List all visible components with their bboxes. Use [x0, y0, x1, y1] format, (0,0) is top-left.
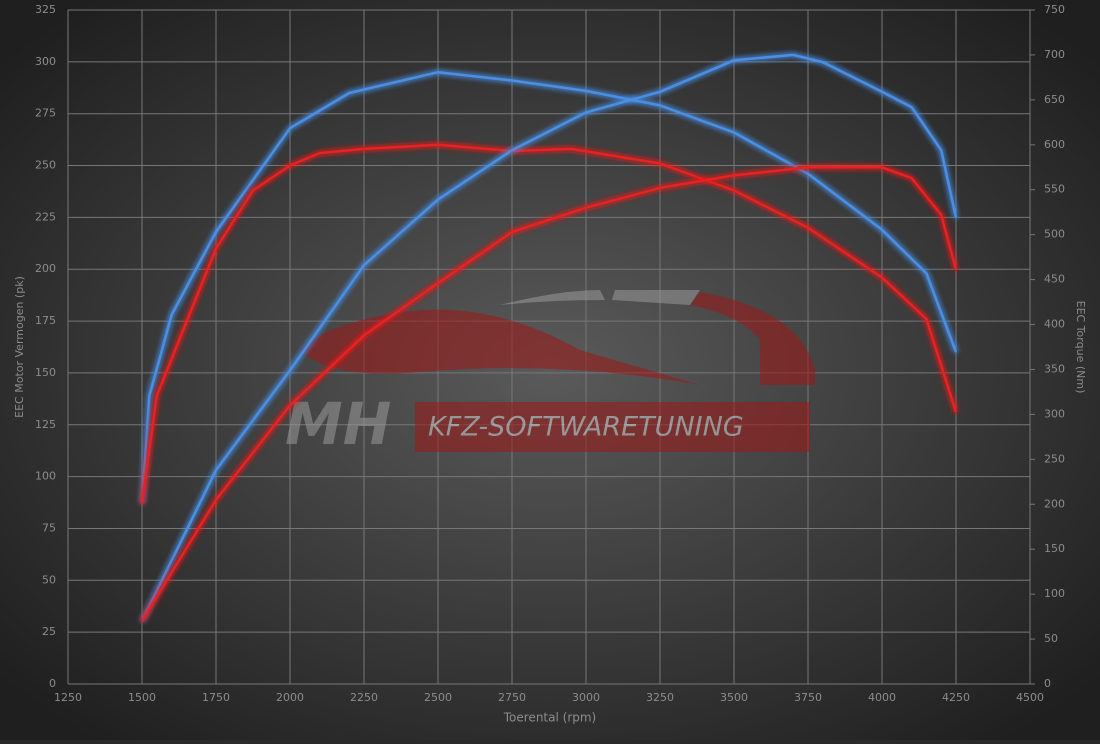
series-line [140, 70, 958, 504]
y2-tick-label: 550 [1044, 183, 1065, 196]
x-tick-label: 2750 [498, 691, 526, 704]
series-line [140, 143, 958, 504]
y-tick-label: 50 [42, 573, 56, 586]
x-tick-label: 4250 [942, 691, 970, 704]
x-tick-label: 2250 [350, 691, 378, 704]
y2-tick-label: 50 [1044, 632, 1058, 645]
y-tick-label: 0 [49, 677, 56, 690]
watermark-text: KFZ-SOFTWARETUNING [428, 412, 744, 443]
watermark-roof [500, 290, 700, 305]
y2-tick-label: 400 [1044, 318, 1065, 331]
y-tick-label: 100 [35, 470, 56, 483]
x-tick-label: 3000 [572, 691, 600, 704]
y-tick-label: 175 [35, 314, 56, 327]
series-line [140, 53, 958, 622]
y2-tick-label: 500 [1044, 228, 1065, 241]
watermark-band [415, 402, 810, 452]
y2-tick-label: 450 [1044, 273, 1065, 286]
y-tick-label: 250 [35, 159, 56, 172]
y-tick-label: 325 [35, 3, 56, 16]
y-tick-label: 75 [42, 521, 56, 534]
y2-tick-label: 200 [1044, 497, 1065, 510]
watermark-car [300, 309, 700, 385]
y2-tick-label: 650 [1044, 93, 1065, 106]
watermark: MH KFZ-SOFTWARETUNING [285, 290, 815, 458]
series-line [140, 166, 958, 622]
y2-tick-label: 250 [1044, 452, 1065, 465]
x-tick-label: 4500 [1016, 691, 1044, 704]
y2-tick-label: 100 [1044, 587, 1065, 600]
x-tick-label: 1750 [202, 691, 230, 704]
y2-tick-label: 350 [1044, 362, 1065, 375]
y-axis-label: EEC Motor Vermogen (pk) [13, 276, 26, 418]
y-tick-label: 225 [35, 210, 56, 223]
x-tick-label: 3500 [720, 691, 748, 704]
x-tick-label: 3750 [794, 691, 822, 704]
y2-tick-label: 0 [1044, 677, 1051, 690]
y-tick-label: 275 [35, 107, 56, 120]
y2-tick-label: 300 [1044, 407, 1065, 420]
y2-tick-label: 150 [1044, 542, 1065, 555]
y-tick-label: 25 [42, 625, 56, 638]
y2-tick-label: 750 [1044, 3, 1065, 16]
x-tick-label: 3250 [646, 691, 674, 704]
x-tick-label: 2000 [276, 691, 304, 704]
x-tick-label: 4000 [868, 691, 896, 704]
y-tick-label: 125 [35, 418, 56, 431]
y-tick-label: 300 [35, 55, 56, 68]
x-tick-label: 2500 [424, 691, 452, 704]
x-axis-label: Toerental (rpm) [503, 711, 596, 725]
y-tick-label: 150 [35, 366, 56, 379]
grid [67, 9, 1035, 685]
y2-tick-label: 600 [1044, 138, 1065, 151]
x-tick-label: 1500 [128, 691, 156, 704]
x-tick-label: 1250 [54, 691, 82, 704]
y2-tick-label: 700 [1044, 48, 1065, 61]
watermark-rear [690, 292, 815, 385]
watermark-logo: MH [285, 390, 391, 458]
y2-axis-label: EEC Torque (Nm) [1074, 301, 1087, 394]
y-tick-label: 200 [35, 262, 56, 275]
